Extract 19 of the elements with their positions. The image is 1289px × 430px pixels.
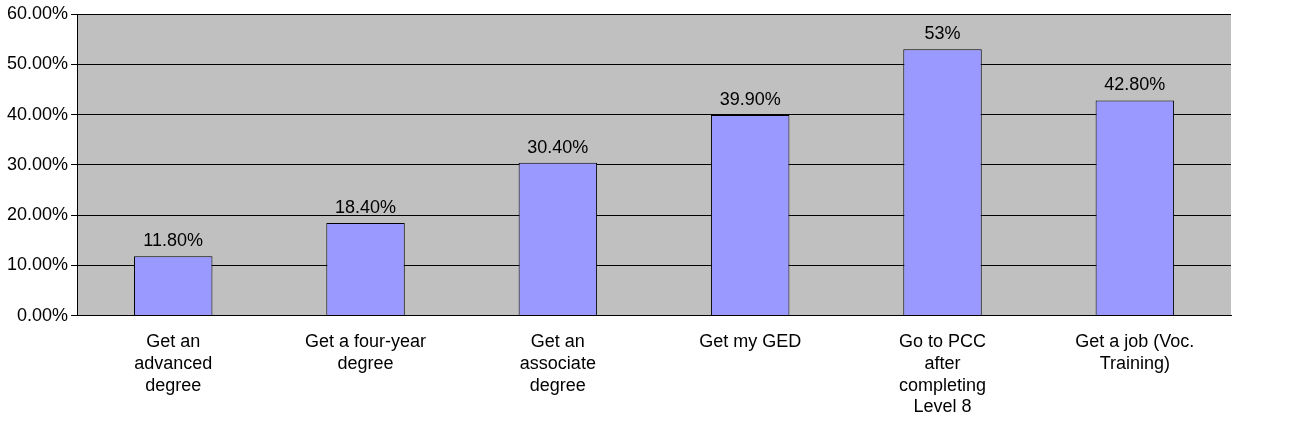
data-label: 18.40%: [335, 197, 397, 218]
y-tick-label: 50.00%: [6, 53, 69, 74]
x-tick-label: Go to PCC after completing Level 8: [898, 331, 987, 417]
y-tick-label: 10.00%: [6, 254, 69, 275]
data-label: 53%: [924, 23, 961, 44]
x-tick-label: Get a job (Voc. Training): [1075, 331, 1195, 373]
y-tick-label: 40.00%: [6, 103, 69, 124]
data-label: 42.80%: [1104, 74, 1166, 95]
x-tick-label: Get my GED: [699, 331, 802, 352]
y-tick-label: 0.00%: [17, 304, 69, 325]
x-tick-label: Get an advanced degree: [134, 331, 213, 395]
y-tick-label: 60.00%: [6, 2, 69, 23]
x-tick-label: Get a four-year degree: [305, 331, 427, 373]
x-tick-label: Get an associate degree: [519, 331, 596, 395]
data-label: 30.40%: [527, 136, 589, 157]
y-tick-label: 20.00%: [6, 204, 69, 225]
data-label: 11.80%: [143, 230, 204, 251]
y-tick-label: 30.00%: [6, 153, 69, 174]
data-label: 39.90%: [719, 89, 781, 109]
